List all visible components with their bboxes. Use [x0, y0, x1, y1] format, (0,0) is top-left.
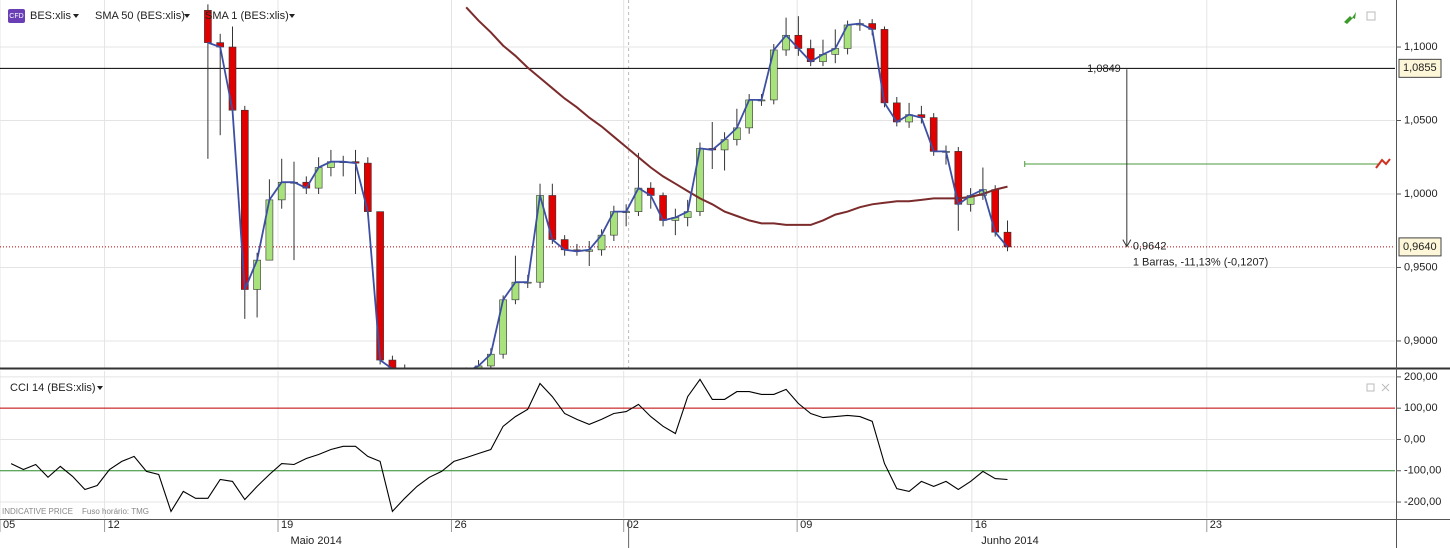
measure-to-label: 0,9642 [1133, 241, 1167, 253]
y-tick-label: -200,00 [1404, 496, 1441, 508]
dropdown-arrow[interactable] [289, 14, 295, 18]
sma-line [207, 22, 1009, 368]
legend-sma1[interactable]: SMA 1 (BES:xlis) [205, 10, 289, 22]
window-button[interactable] [1366, 383, 1375, 392]
price-label: 1,0855 [1403, 62, 1437, 74]
candle-body [1003, 231, 1012, 248]
y-tick-label: 200,00 [1404, 371, 1438, 383]
window-button[interactable] [1366, 11, 1376, 21]
footer-note: INDICATIVE PRICE [2, 507, 73, 516]
price-label-box [1398, 237, 1442, 257]
y-tick-label: 1,0000 [1404, 188, 1438, 200]
x-tick-label: 26 [454, 519, 466, 531]
x-tick-label: 12 [108, 519, 120, 531]
dropdown-arrow[interactable] [73, 14, 79, 18]
x-tick-label: 02 [627, 519, 639, 531]
measure-from-label: 1,0849 [1087, 63, 1121, 75]
month-label: Maio 2014 [290, 535, 341, 547]
measure-text: 1 Barras, -11,13% (-0,1207) [1133, 257, 1269, 269]
cci-title[interactable]: CCI 14 (BES:xlis) [10, 382, 96, 394]
price-label-box [1398, 58, 1442, 78]
x-tick-label: 09 [800, 519, 812, 531]
candle-body [388, 359, 397, 368]
y-tick-label: 0,9500 [1404, 261, 1438, 273]
cci-panel [0, 371, 1395, 518]
y-tick-label: 0,00 [1404, 433, 1425, 445]
measure-arrow [1122, 239, 1132, 248]
y-tick-label: 1,0500 [1404, 114, 1438, 126]
cfd-badge [8, 9, 25, 23]
price-label: 0,9640 [1403, 241, 1437, 253]
x-tick-label: 16 [975, 519, 987, 531]
tool-icon[interactable] [1375, 158, 1391, 169]
x-tick-label: 23 [1210, 519, 1222, 531]
y-tick-label: 100,00 [1404, 402, 1438, 414]
legend-sma50[interactable]: SMA 50 (BES:xlis) [95, 10, 185, 22]
overlay: 1,0849 0,9642 1 Barras, -11,13% (-0,1207) [1087, 63, 1268, 268]
toolbar-icon[interactable] [1344, 12, 1356, 24]
cci-line [10, 378, 1008, 513]
y-tick-label: -100,00 [1404, 465, 1441, 477]
x-tick-label: 05 [3, 519, 15, 531]
y-tick-label: 1,1000 [1404, 41, 1438, 53]
y-tick-label: 0,9000 [1404, 335, 1438, 347]
dropdown-arrow[interactable] [184, 14, 190, 18]
main-panel [0, 0, 1395, 368]
dropdown-arrow[interactable] [97, 386, 103, 390]
sma-line [465, 6, 1008, 226]
badge-text: CFD [9, 13, 23, 20]
month-label: Junho 2014 [981, 535, 1039, 547]
x-tick-label: 19 [281, 519, 293, 531]
footer-note: Fuso horário: TMG [82, 507, 149, 516]
close-button[interactable] [1381, 383, 1390, 392]
instrument-title[interactable]: BES:xlis [30, 10, 71, 22]
